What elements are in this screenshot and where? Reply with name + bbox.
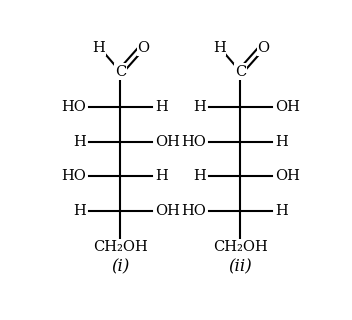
- Text: C: C: [115, 65, 126, 79]
- Text: H: H: [213, 41, 226, 55]
- Text: HO: HO: [181, 204, 206, 218]
- Text: H: H: [193, 100, 206, 114]
- Text: H: H: [73, 204, 86, 218]
- Text: CH₂OH: CH₂OH: [93, 240, 148, 254]
- Text: OH: OH: [155, 135, 180, 149]
- Text: H: H: [193, 169, 206, 183]
- Text: (i): (i): [111, 258, 130, 275]
- Text: HO: HO: [61, 100, 86, 114]
- Text: C: C: [235, 65, 246, 79]
- Text: H: H: [73, 135, 86, 149]
- Text: OH: OH: [155, 204, 180, 218]
- Text: OH: OH: [275, 169, 300, 183]
- Text: CH₂OH: CH₂OH: [213, 240, 268, 254]
- Text: O: O: [137, 41, 149, 55]
- Text: H: H: [155, 100, 168, 114]
- Text: H: H: [275, 135, 288, 149]
- Text: H: H: [275, 204, 288, 218]
- Text: H: H: [93, 41, 106, 55]
- Text: HO: HO: [181, 135, 206, 149]
- Text: H: H: [155, 169, 168, 183]
- Text: (ii): (ii): [228, 258, 252, 275]
- Text: HO: HO: [61, 169, 86, 183]
- Text: O: O: [257, 41, 269, 55]
- Text: OH: OH: [275, 100, 300, 114]
